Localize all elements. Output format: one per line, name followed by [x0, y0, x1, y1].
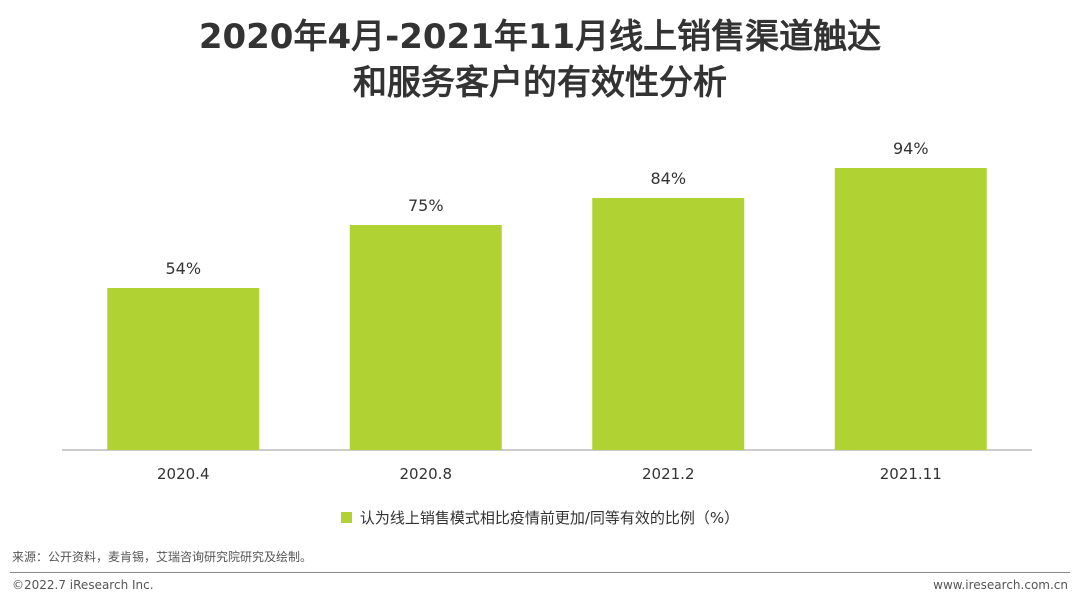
- website-link[interactable]: www.iresearch.com.cn: [933, 578, 1068, 592]
- bar-2021.2: [592, 198, 745, 450]
- copyright-text: ©2022.7 iResearch Inc.: [12, 578, 154, 592]
- data-label-2020.4: 54%: [165, 259, 201, 278]
- chart-title-line-2: 和服务客户的有效性分析: [353, 63, 727, 103]
- x-tick-label-2020.4: 2020.4: [157, 465, 210, 483]
- source-note: 来源：公开资料，麦肯锡，艾瑞咨询研究院研究及绘制。: [12, 550, 313, 564]
- chart-legend: 认为线上销售模式相比疫情前更加/同等有效的比例（%）: [0, 507, 1080, 528]
- data-label-2021.2: 84%: [650, 169, 686, 188]
- bar-2021.11: [834, 168, 987, 450]
- bar-2020.4: [107, 288, 260, 450]
- bar-chart: 54% 2020.4 75% 2020.8 84% 2021.2 94% 2021.11: [62, 139, 1032, 483]
- chart-title-line-1: 2020年4月-2021年11月线上销售渠道触达: [198, 17, 882, 57]
- x-tick-label-2020.8: 2020.8: [400, 465, 453, 483]
- data-label-2021.11: 94%: [893, 139, 929, 158]
- data-label-2020.8: 75%: [408, 196, 444, 215]
- bar-2020.8: [349, 225, 502, 450]
- legend-swatch: [340, 512, 352, 523]
- legend-label: 认为线上销售模式相比疫情前更加/同等有效的比例（%）: [359, 509, 740, 527]
- footer-divider: [10, 572, 1070, 573]
- x-tick-label-2021.11: 2021.11: [880, 465, 942, 483]
- x-tick-label-2021.2: 2021.2: [642, 465, 695, 483]
- chart-title: 2020年4月-2021年11月线上销售渠道触达 和服务客户的有效性分析: [0, 14, 1080, 106]
